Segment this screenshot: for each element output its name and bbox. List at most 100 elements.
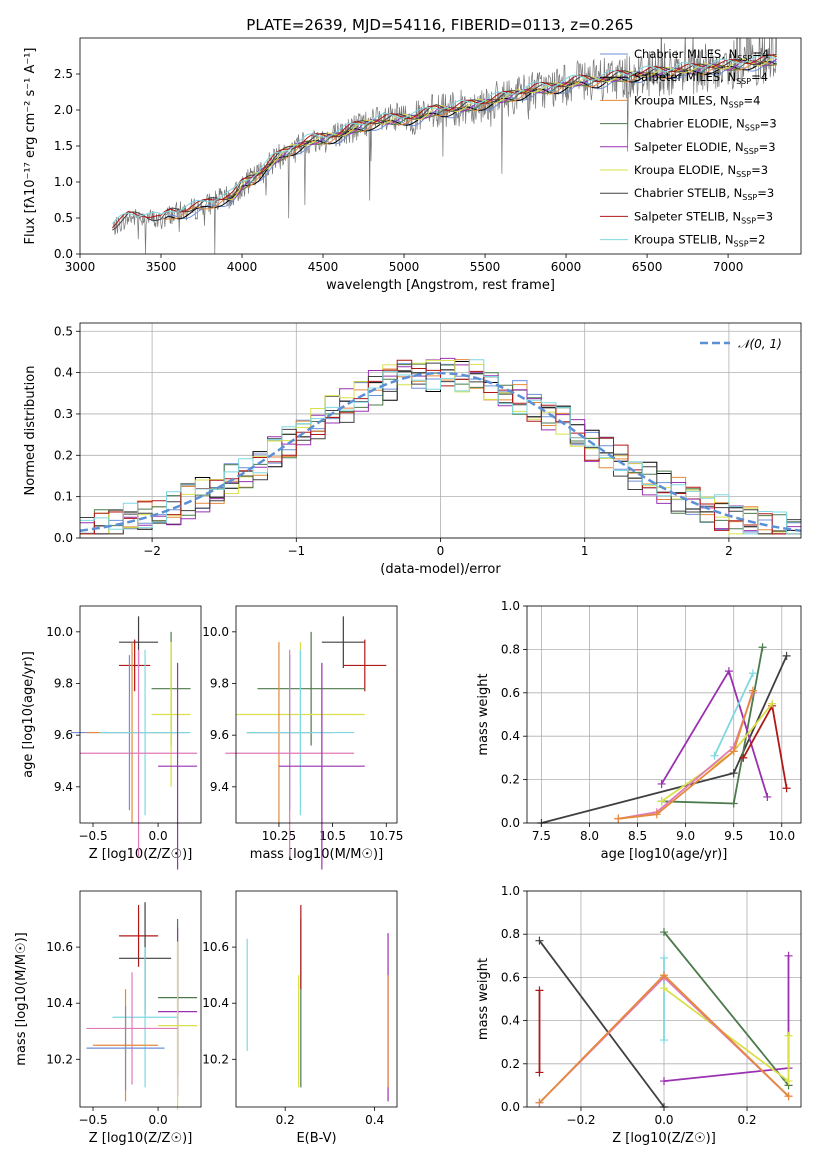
y-axis-label: age [log10(age/yr)]: [21, 651, 36, 778]
y-tick-label: 10.4: [46, 996, 73, 1010]
y-tick-label: 0.3: [54, 407, 73, 421]
model-spectrum-0: [163, 60, 777, 221]
weight-marker: [535, 1098, 544, 1107]
weight-marker: [660, 971, 668, 980]
y-tick-label: 9.8: [54, 677, 73, 691]
plot-frame: [79, 890, 202, 1108]
legend-entry: Salpeter STELIB, NSSP=3: [634, 209, 773, 225]
y-tick-label: 9.4: [210, 780, 229, 794]
y-tick-label: 10.4: [202, 996, 229, 1010]
plot-frame: [79, 37, 802, 255]
x-axis-label: wavelength [Angstrom, rest frame]: [326, 278, 555, 293]
x-tick-label: −0.5: [78, 1113, 107, 1127]
y-tick-label: 0.5: [54, 324, 73, 338]
x-tick-label: 0.0: [654, 1113, 673, 1127]
y-tick-label: 0.4: [501, 1014, 520, 1028]
x-tick-label: −1: [287, 544, 305, 558]
model-spectrum-8: [112, 54, 777, 224]
legend-entry: Kroupa ELODIE, NSSP=3: [634, 163, 768, 179]
legend-entry: Salpeter MILES, NSSP=4: [634, 70, 768, 86]
weight-line-0: [538, 940, 665, 1108]
y-tick-label: 1.0: [501, 884, 520, 898]
x-tick-label: 8.0: [580, 829, 599, 843]
y-tick-label: 2.5: [54, 67, 73, 81]
weight-marker: [739, 753, 748, 762]
x-tick-label: 10.75: [369, 829, 403, 843]
y-tick-label: 0.0: [501, 816, 520, 830]
age-vs-metallicity-chart: −0.5 0.0 9.4 9.6 9.8 10.0 Z [log10(Z/Z☉)] age […: [21, 605, 202, 870]
y-tick-label: 0.6: [501, 970, 520, 984]
weight-marker: [782, 651, 791, 660]
plot-frame: [79, 322, 802, 539]
weight-marker: [748, 686, 757, 695]
weight-marker: [535, 1068, 544, 1077]
weight-marker: [660, 1036, 668, 1045]
model-spectrum-7: [112, 54, 777, 229]
y-tick-label: 0.2: [501, 773, 520, 787]
plot-frame: [79, 605, 202, 824]
x-tick-label: −0.2: [566, 1113, 595, 1127]
x-axis-label: Z [log10(Z/Z☉)]: [612, 1131, 716, 1146]
y-tick-label: 0.5: [54, 211, 73, 225]
x-axis-label: age [log10(age/yr)]: [601, 847, 728, 862]
spectrum-traces: [112, 38, 778, 254]
x-axis-label: Z [log10(Z/Z☉)]: [89, 1131, 193, 1146]
x-tick-label: 3500: [146, 260, 177, 274]
y-tick-label: 10.2: [46, 1052, 73, 1066]
x-tick-label: 6500: [632, 260, 663, 274]
y-axis-label: Flux [fλ10⁻¹⁷ erg cm⁻² s⁻¹ A⁻¹]: [23, 48, 38, 245]
weight-line-5: [713, 672, 754, 757]
y-tick-label: 1.5: [54, 139, 73, 153]
plot-frame: [526, 605, 802, 824]
weight-marker: [657, 797, 666, 806]
histogram-step-5: [80, 359, 801, 535]
y-tick-label: 2.0: [54, 103, 73, 117]
model-spectrum-5: [225, 54, 777, 200]
y-tick-label: 0.0: [501, 1100, 520, 1114]
y-tick-label: 10.2: [202, 1052, 229, 1066]
weight-marker: [758, 643, 767, 652]
plot-frame: [235, 605, 398, 824]
weight-marker: [763, 792, 772, 801]
x-tick-label: 0.0: [149, 1113, 168, 1127]
weight-marker: [748, 669, 757, 678]
weight-marker: [724, 667, 733, 676]
histogram-traces: [80, 357, 801, 535]
weight-marker: [710, 751, 719, 760]
x-tick-label: 10.25: [262, 829, 296, 843]
legend-entry: Kroupa STELIB, NSSP=2: [634, 233, 765, 249]
legend-entry: Chabrier STELIB, NSSP=3: [634, 186, 774, 202]
weight-marker: [729, 799, 738, 808]
weight-marker: [782, 784, 791, 793]
x-tick-label: 0: [437, 544, 445, 558]
x-tick-label: 0.2: [276, 1113, 295, 1127]
x-tick-label: −2: [143, 544, 161, 558]
x-tick-label: 6000: [551, 260, 582, 274]
x-tick-label: 0.4: [365, 1113, 384, 1127]
mass-weight-vs-metallicity-chart: −0.2 0.0 0.2 0.0 0.2 0.4 0.6 0.8 1.0 Z [log10(Z/Z…: [476, 884, 802, 1146]
y-tick-label: 9.8: [210, 677, 229, 691]
y-tick-label: 9.6: [54, 728, 73, 742]
y-tick-label: 0.8: [501, 927, 520, 941]
age-vs-mass-chart: 10.25 10.5 10.75 9.4 9.6 9.8 10.0 mass [log10(M…: [202, 605, 403, 870]
weight-line-1: [663, 931, 790, 1086]
y-tick-label: 10.6: [46, 940, 73, 954]
y-tick-label: 9.4: [54, 780, 73, 794]
x-tick-label: 10.0: [768, 829, 795, 843]
x-tick-label: 5000: [389, 260, 420, 274]
weight-marker: [660, 984, 668, 993]
weight-line-1: [661, 647, 764, 805]
x-tick-label: 8.5: [628, 829, 647, 843]
x-axis-label: E(B-V): [296, 1131, 336, 1146]
x-tick-label: −0.5: [78, 829, 107, 843]
legend-entry: Kroupa MILES, NSSP=4: [634, 93, 760, 109]
weight-marker: [535, 936, 544, 945]
y-tick-label: 9.6: [210, 728, 229, 742]
plot-frame: [235, 890, 398, 1108]
legend-entry: Chabrier ELODIE, NSSP=3: [634, 117, 777, 133]
x-axis-label: (data-model)/error: [380, 562, 501, 577]
weight-marker: [729, 769, 738, 778]
x-tick-label: 9.0: [676, 829, 695, 843]
weight-marker: [660, 1077, 668, 1086]
